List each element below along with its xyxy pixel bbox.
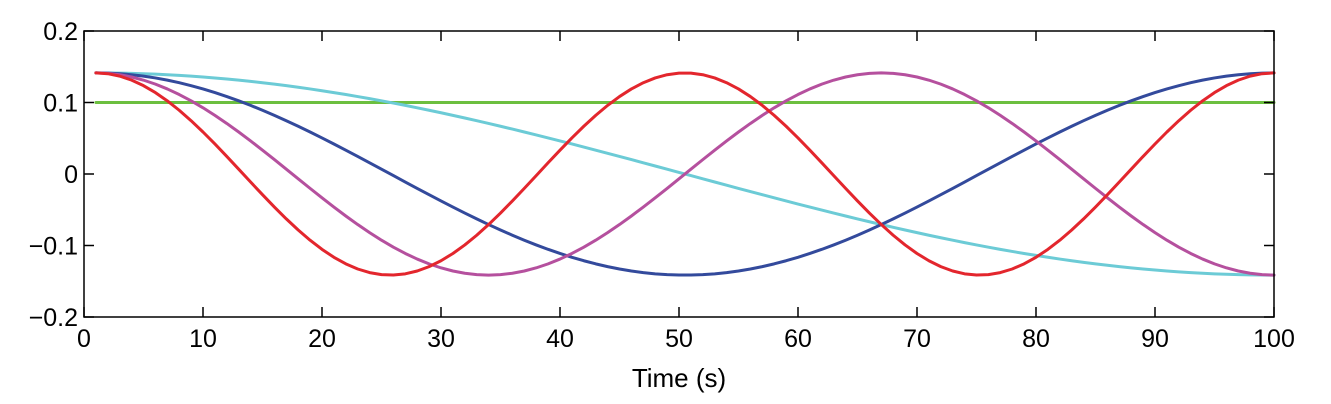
x-axis-title: Time (s) <box>632 363 726 393</box>
y-tick-label-1: 0.1 <box>43 90 78 118</box>
series-line-2 <box>94 71 1276 277</box>
ticks-layer: 0 10 20 30 40 50 60 70 80 90 100 0.2 0.1 0 −0.1 −0.2 <box>29 18 1295 353</box>
x-tick-label-3: 30 <box>427 325 455 353</box>
series-layer <box>94 71 1276 277</box>
x-tick-label-5: 50 <box>665 325 693 353</box>
series-line-3 <box>94 71 1276 277</box>
x-tick-label-2: 20 <box>308 325 336 353</box>
x-tick-label-4: 40 <box>546 325 574 353</box>
x-tick-label-8: 80 <box>1022 325 1050 353</box>
x-tick-label-6: 60 <box>784 325 812 353</box>
x-tick-label-1: 10 <box>189 325 217 353</box>
x-tick-label-0: 0 <box>77 325 91 353</box>
y-tick-label-3: −0.1 <box>29 233 78 261</box>
y-tick-label-2: 0 <box>64 161 78 189</box>
x-tick-label-10: 100 <box>1253 325 1295 353</box>
series-line-4 <box>94 71 1276 277</box>
y-tick-label-0: 0.2 <box>43 18 78 46</box>
y-tick-label-4: −0.2 <box>29 304 78 332</box>
x-tick-label-7: 70 <box>903 325 931 353</box>
x-tick-label-9: 90 <box>1141 325 1169 353</box>
